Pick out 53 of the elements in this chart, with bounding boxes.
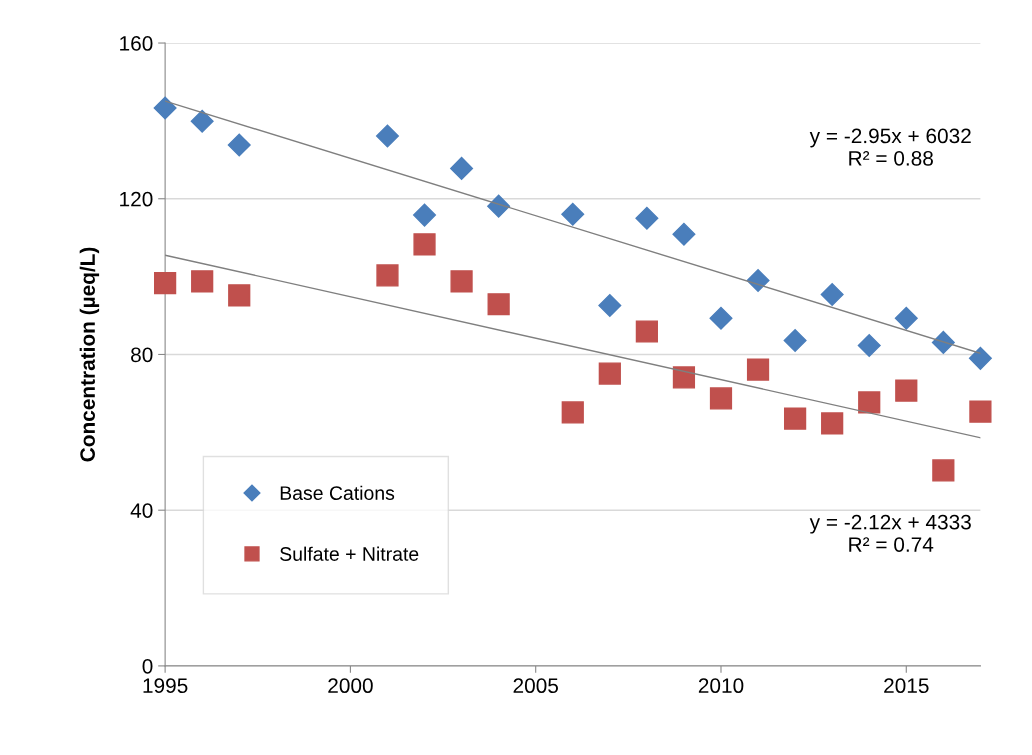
point	[375, 124, 399, 148]
point	[153, 96, 177, 120]
point	[672, 222, 696, 246]
point	[857, 334, 881, 358]
point	[858, 391, 881, 414]
point	[487, 194, 511, 218]
point	[932, 459, 955, 482]
legend-label: Sulfate + Nitrate	[280, 546, 419, 561]
point	[635, 320, 658, 343]
point	[487, 293, 510, 316]
point	[376, 264, 399, 287]
legend-label: Base Cations	[280, 485, 395, 500]
point	[450, 270, 473, 293]
y-tick-label: 0	[142, 658, 153, 674]
point	[931, 330, 955, 354]
point	[561, 401, 584, 424]
point	[598, 362, 621, 385]
point	[895, 379, 918, 402]
y-tick-label: 120	[120, 191, 153, 207]
point	[190, 109, 214, 133]
point	[228, 284, 251, 307]
point	[746, 358, 770, 381]
y-tick-label: 80	[131, 347, 153, 363]
point	[709, 387, 733, 410]
x-tick-label: 1995	[143, 678, 188, 694]
point	[561, 202, 585, 226]
annotation: y = -2.12x + 4333 R² = 0.74	[809, 514, 971, 552]
point	[413, 233, 436, 256]
y-axis-title: Concentration (µeq/L)	[79, 247, 100, 462]
point	[191, 270, 214, 293]
x-tick-label: 2010	[698, 678, 744, 694]
annotation: y = -2.95x + 6032 R² = 0.88	[809, 128, 971, 166]
point	[672, 366, 696, 389]
x-tick-label: 2015	[884, 678, 929, 694]
y-tick-label: 160	[120, 36, 153, 51]
point	[821, 412, 844, 435]
point	[820, 283, 844, 307]
point	[154, 272, 177, 295]
x-tick-label: 2005	[513, 678, 558, 694]
point	[783, 407, 807, 430]
point	[709, 306, 733, 330]
point	[783, 328, 807, 352]
point	[746, 269, 770, 293]
point	[450, 156, 474, 180]
point	[598, 293, 622, 317]
x-tick-label: 2000	[328, 678, 373, 694]
point	[227, 133, 251, 157]
y-tick-label: 40	[130, 503, 153, 518]
point	[969, 400, 992, 423]
point	[413, 203, 437, 227]
point	[635, 206, 659, 230]
point	[894, 306, 918, 330]
point	[968, 346, 992, 370]
